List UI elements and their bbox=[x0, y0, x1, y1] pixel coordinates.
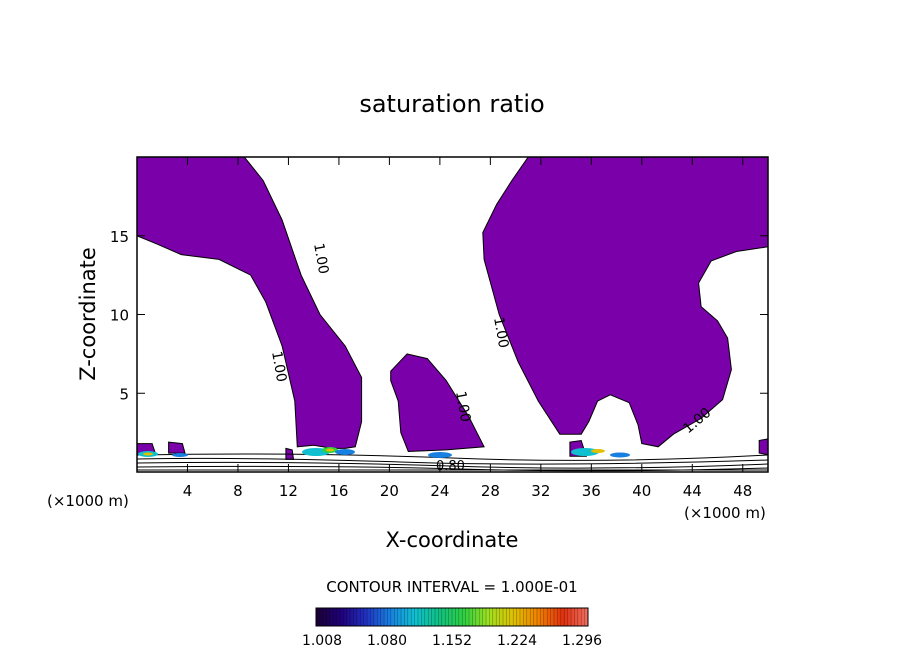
chart-title: saturation ratio bbox=[359, 90, 544, 118]
colorbar-label: 1.152 bbox=[432, 633, 472, 649]
contour-line bbox=[137, 461, 768, 469]
saturation-region bbox=[390, 353, 485, 453]
x-units-left: (×1000 m) bbox=[47, 492, 129, 510]
x-tick-label: 4 bbox=[183, 482, 193, 500]
x-tick-label: 24 bbox=[430, 482, 449, 500]
ground-contours bbox=[137, 453, 768, 472]
patch bbox=[610, 452, 630, 458]
x-tick-label: 8 bbox=[233, 482, 243, 500]
contour-line bbox=[137, 453, 768, 461]
colorbar-label: 1.080 bbox=[367, 633, 407, 649]
x-tick-label: 36 bbox=[582, 482, 601, 500]
saturation-region bbox=[137, 157, 363, 449]
y-axis-label: Z-coordinate bbox=[76, 247, 100, 381]
patch bbox=[143, 452, 153, 456]
contour-line bbox=[137, 457, 768, 465]
contour-label: 1.00 bbox=[310, 242, 331, 275]
colorbar-labels: 1.008 1.080 1.152 1.224 1.296 bbox=[302, 633, 602, 649]
x-tick-label: 12 bbox=[279, 482, 298, 500]
patch bbox=[326, 448, 334, 452]
x-tick-label: 20 bbox=[380, 482, 399, 500]
saturation-region bbox=[482, 157, 768, 448]
colorbar-label: 1.296 bbox=[562, 633, 602, 649]
x-tick-label: 48 bbox=[733, 482, 752, 500]
contour-interval-text: CONTOUR INTERVAL = 1.000E-01 bbox=[326, 578, 577, 596]
contour-label: 1.00 bbox=[268, 350, 289, 383]
x-tick-label: 44 bbox=[683, 482, 702, 500]
patch bbox=[591, 449, 605, 453]
patch bbox=[172, 453, 188, 457]
x-tick-label: 16 bbox=[329, 482, 348, 500]
y-axis-ticks: 5 10 15 bbox=[110, 228, 768, 403]
colorbar: 1.008 1.080 1.152 1.224 1.296 bbox=[302, 607, 602, 649]
colorbar-label: 1.224 bbox=[497, 633, 537, 649]
contour-label: 1.00 bbox=[490, 316, 511, 349]
colorbar-label: 1.008 bbox=[302, 633, 342, 649]
y-tick-label: 15 bbox=[110, 228, 129, 246]
patch bbox=[335, 449, 355, 455]
colorbar-stripes bbox=[319, 608, 585, 626]
x-units-right: (×1000 m) bbox=[684, 504, 766, 522]
saturation-fill bbox=[137, 157, 768, 460]
x-axis-label: X-coordinate bbox=[386, 528, 519, 552]
x-tick-label: 28 bbox=[481, 482, 500, 500]
colorbar-gradient bbox=[315, 607, 589, 627]
y-tick-label: 5 bbox=[119, 385, 129, 403]
saturation-region bbox=[758, 438, 768, 456]
patch bbox=[428, 452, 452, 458]
contour-label: 1.00 bbox=[452, 390, 473, 423]
x-tick-label: 40 bbox=[632, 482, 651, 500]
saturation-region bbox=[168, 441, 186, 454]
contour-label: 0.80 bbox=[436, 459, 465, 474]
x-tick-label: 32 bbox=[531, 482, 550, 500]
x-axis-ticks: 4 8 12 16 20 24 28 32 36 40 44 48 bbox=[183, 157, 752, 500]
high-value-patches bbox=[138, 447, 630, 458]
y-tick-label: 10 bbox=[110, 307, 129, 325]
